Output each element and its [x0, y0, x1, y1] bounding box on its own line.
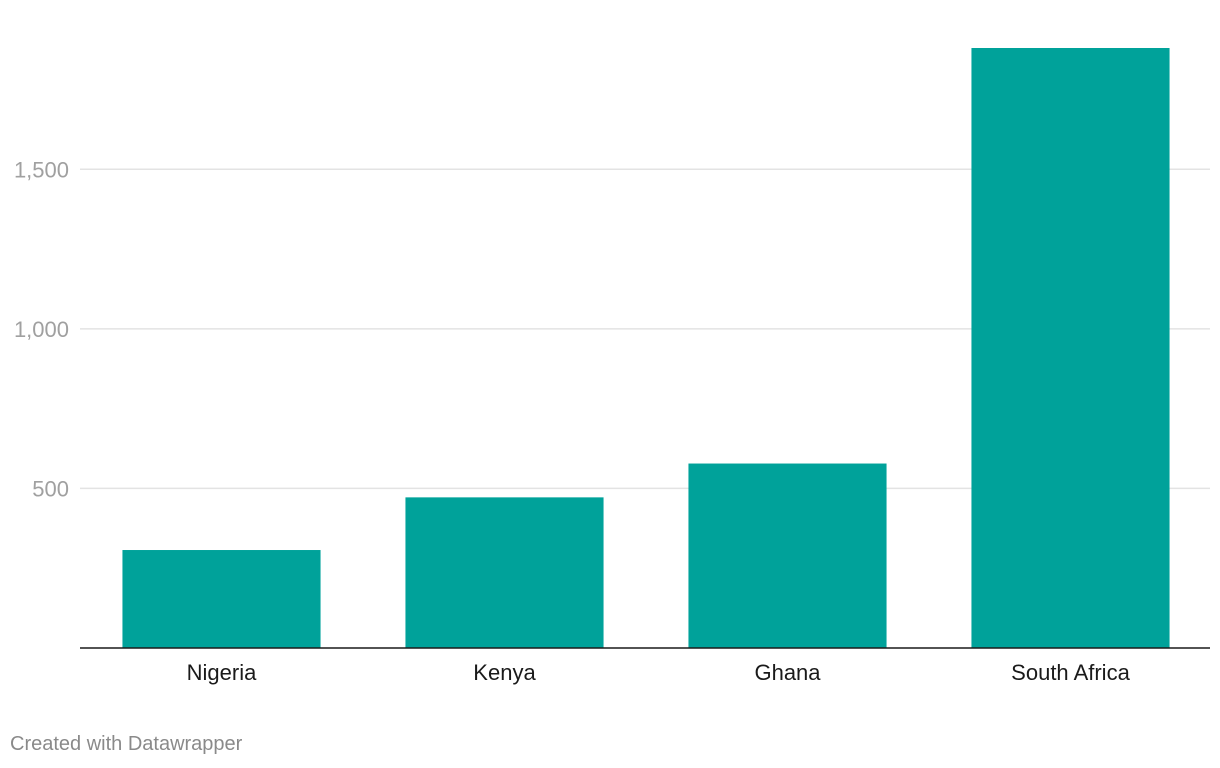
bars	[122, 48, 1170, 648]
bar-kenya	[405, 497, 604, 648]
y-tick-label: 1,000	[14, 317, 69, 342]
bar-chart: 500 1,000 1,500 Nigeria Kenya Ghana South Afr…	[14, 48, 1210, 685]
bar-ghana	[688, 463, 887, 648]
x-category-label: Nigeria	[187, 660, 257, 685]
x-category-label: Ghana	[754, 660, 821, 685]
y-tick-label: 500	[32, 476, 69, 501]
datawrapper-credit: Created with Datawrapper	[10, 733, 243, 755]
x-category-label: Kenya	[473, 660, 536, 685]
bar-south-africa	[971, 48, 1170, 648]
y-axis-tick-labels: 500 1,000 1,500	[14, 157, 69, 501]
x-category-label: South Africa	[1011, 660, 1130, 685]
y-tick-label: 1,500	[14, 157, 69, 182]
x-axis-category-labels: Nigeria Kenya Ghana South Africa	[187, 660, 1131, 685]
bar-nigeria	[122, 550, 321, 648]
